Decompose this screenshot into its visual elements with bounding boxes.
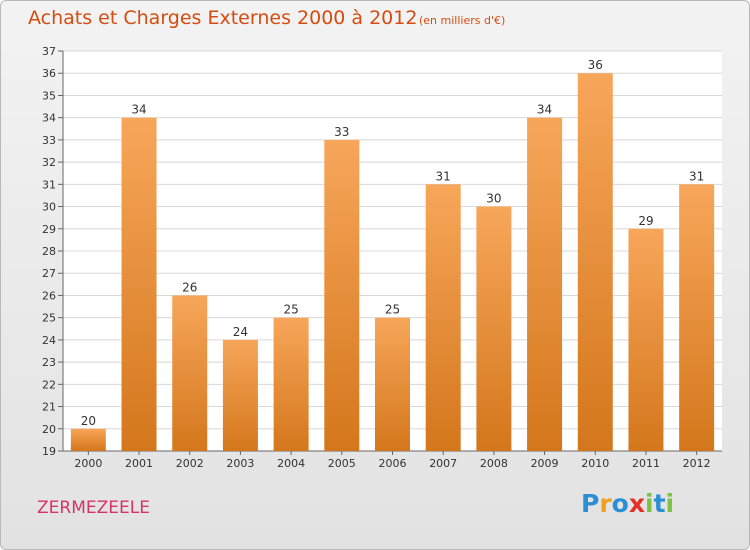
brand-letter: r — [599, 489, 612, 518]
x-tick-label: 2011 — [632, 457, 660, 470]
x-tick-label: 2002 — [176, 457, 204, 470]
y-tick-label: 30 — [42, 201, 56, 214]
data-label: 25 — [385, 303, 400, 317]
y-tick-label: 33 — [42, 134, 56, 147]
y-tick-label: 24 — [42, 334, 56, 347]
bar — [375, 317, 410, 451]
x-tick-label: 2008 — [480, 457, 508, 470]
data-labels: 20 34 26 24 25 33 25 31 30 34 36 29 31 — [81, 58, 705, 428]
bar — [70, 428, 106, 451]
data-label: 29 — [638, 214, 653, 228]
x-tick-label: 2006 — [379, 457, 407, 470]
bar — [172, 295, 208, 451]
y-tick-label: 21 — [42, 401, 56, 414]
y-tick-label: 28 — [42, 245, 56, 258]
x-tick-label: 2001 — [125, 457, 153, 470]
y-tick-label: 32 — [42, 156, 56, 169]
y-tick-label: 22 — [42, 378, 56, 391]
brand-letter: o — [611, 489, 629, 518]
data-label: 36 — [588, 58, 603, 72]
x-tick-label: 2009 — [531, 457, 559, 470]
y-tick-label: 20 — [42, 423, 56, 436]
data-label: 34 — [537, 103, 552, 117]
y-tick-label: 35 — [42, 89, 56, 102]
y-tick-label: 34 — [42, 112, 56, 125]
brand-letter: i — [645, 489, 654, 518]
bar — [425, 184, 461, 452]
y-tick-label: 37 — [42, 45, 56, 58]
data-label: 34 — [131, 103, 146, 117]
y-tick-label: 25 — [42, 312, 56, 325]
bar — [324, 139, 360, 451]
chart-title: Achats et Charges Externes 2000 à 2012 — [28, 7, 418, 29]
data-label: 24 — [233, 325, 248, 339]
bar — [273, 317, 309, 451]
bar — [679, 184, 715, 452]
data-label: 33 — [334, 125, 349, 139]
brand-letter: x — [628, 489, 645, 518]
brand-logo: Proxiti — [581, 489, 674, 518]
x-tick-label: 2004 — [277, 457, 305, 470]
x-tick-label: 2010 — [581, 457, 609, 470]
y-tick-label: 31 — [42, 178, 56, 191]
place-name: ZERMEZEELE — [37, 498, 150, 518]
bar — [476, 206, 512, 451]
bar — [628, 228, 664, 451]
brand-letter: P — [581, 489, 600, 518]
y-tick-label: 27 — [42, 267, 56, 280]
data-label: 26 — [182, 280, 197, 294]
x-tick-label: 2007 — [429, 457, 457, 470]
bars — [70, 73, 715, 452]
x-tick-label: 2005 — [328, 457, 356, 470]
x-tick-label: 2012 — [683, 457, 711, 470]
y-tick-label: 19 — [42, 445, 56, 458]
data-label: 20 — [81, 414, 96, 428]
data-label: 25 — [283, 303, 298, 317]
data-label: 31 — [436, 169, 451, 183]
data-label: 30 — [486, 192, 501, 206]
y-tick-label: 36 — [42, 67, 56, 80]
bar — [222, 339, 258, 451]
brand-letter: i — [665, 489, 675, 518]
y-tick-label: 26 — [42, 289, 56, 302]
data-label: 31 — [689, 169, 704, 183]
bar — [577, 73, 613, 451]
brand-letter: t — [653, 489, 666, 518]
bar — [121, 117, 157, 452]
chart-subtitle: (en milliers d'€) — [419, 14, 506, 27]
y-tick-label: 23 — [42, 356, 56, 369]
bar — [527, 117, 563, 452]
x-tick-label: 2000 — [74, 457, 102, 470]
x-tick-label: 2003 — [226, 457, 254, 470]
y-tick-label: 29 — [42, 223, 56, 236]
